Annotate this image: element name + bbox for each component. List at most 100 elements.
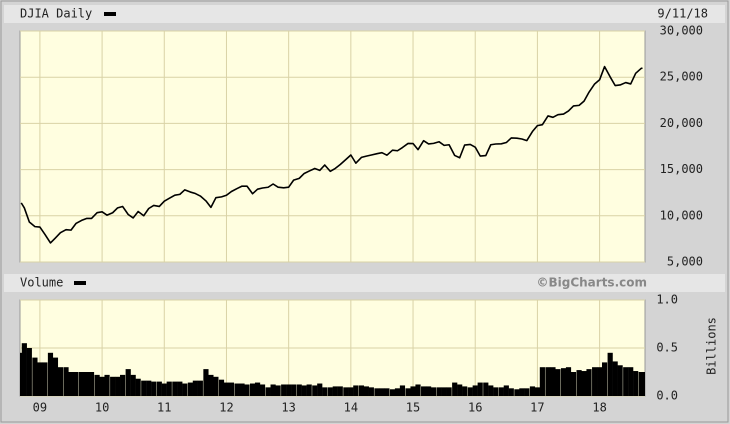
volume-bar [446,387,452,396]
volume-bar [192,380,198,396]
volume-bar [425,386,432,396]
volume-bar [213,376,219,396]
volume-bar [322,387,328,396]
chart-date: 9/11/18 [657,7,708,21]
volume-bar [363,386,369,396]
price-panel [19,30,646,263]
volume-bar [125,369,131,396]
y-tick-label: 0.5 [656,341,678,355]
volume-bar [254,382,261,396]
volume-bar [197,380,203,396]
volume-bar [570,372,577,396]
volume-bar [83,372,90,396]
volume-bar [281,384,287,396]
volume-bar [73,372,79,396]
volume-bar [534,387,541,396]
volume-bar [436,387,442,396]
volume-bar [296,384,302,396]
volume-bar [52,357,59,396]
y-tick-label: 25,000 [660,70,703,84]
volume-bar [374,388,380,396]
volume-bar [42,362,48,396]
legend-marker [74,281,86,285]
volume-bar [141,380,147,396]
volume-bar [384,388,390,396]
volume-bar [628,367,634,396]
volume-bar [63,367,69,396]
volume-bar [249,383,256,396]
volume-bar [223,382,230,396]
credit: ©BigCharts.com [536,276,647,290]
volume-bar [99,376,105,396]
volume-bar [312,385,318,396]
volume-bar [104,374,110,396]
volume-bar [493,387,499,396]
chart-title: DJIA Daily [20,7,92,21]
volume-bar [37,362,43,396]
volume-header [4,274,725,292]
volume-bar [88,372,95,396]
volume-bar [208,374,214,396]
volume-bar [120,374,126,396]
x-tick-label: 13 [281,401,295,415]
y-tick-label: 0.0 [656,389,678,403]
volume-bar [161,383,167,396]
volume-bar [379,388,385,396]
volume-bar [597,367,603,396]
volume-bar [348,387,354,396]
volume-bar [565,367,572,396]
volume-bar [498,387,504,396]
volume-bar [358,385,365,396]
volume-bar [514,389,520,396]
volume-bar [110,376,116,396]
volume-bar [545,367,551,396]
x-tick-label: 10 [95,401,109,415]
volume-bar [317,383,323,396]
volume-bar [415,384,421,396]
y-tick-label: 10,000 [660,208,703,222]
volume-bar [555,369,561,396]
volume-bar [368,387,374,396]
volume-bar [524,388,530,396]
volume-bar [462,386,468,396]
volume-bar [47,352,54,396]
volume-bar [32,357,38,396]
volume-bar [576,370,582,396]
volume-bar [301,385,307,396]
y-tick-label: 30,000 [660,24,703,38]
x-tick-label: 16 [468,401,482,415]
volume-bar [508,388,514,396]
y-tick-label: 20,000 [660,116,703,130]
volume-bar [601,362,608,396]
price-header [4,5,725,23]
volume-bar [166,381,172,396]
volume-bar [457,384,463,396]
volume-bar [203,369,209,396]
x-tick-label: 17 [530,401,544,415]
volume-bar [586,369,592,396]
volume-bar [550,367,556,396]
volume-bar [343,387,349,396]
price-line [20,65,643,244]
volume-title: Volume [20,276,63,290]
y-axis-label: Billions [705,317,719,375]
volume-bar [68,372,74,396]
volume-bar [286,384,292,396]
volume-bar [182,383,188,396]
x-tick-label: 09 [33,401,47,415]
volume-bar [529,386,536,396]
x-tick-label: 11 [157,401,171,415]
x-tick-label: 12 [219,401,233,415]
y-tick-label: 1.0 [656,293,678,307]
volume-bar [291,384,297,396]
volume-bar [187,382,193,396]
volume-bar [389,389,396,396]
volume-bar [430,387,437,396]
volume-bar [218,379,225,396]
volume-bar [410,386,416,396]
volume-bar [244,384,250,396]
x-tick-label: 18 [592,401,606,415]
volume-bar [452,382,458,396]
volume-bar [26,348,32,396]
